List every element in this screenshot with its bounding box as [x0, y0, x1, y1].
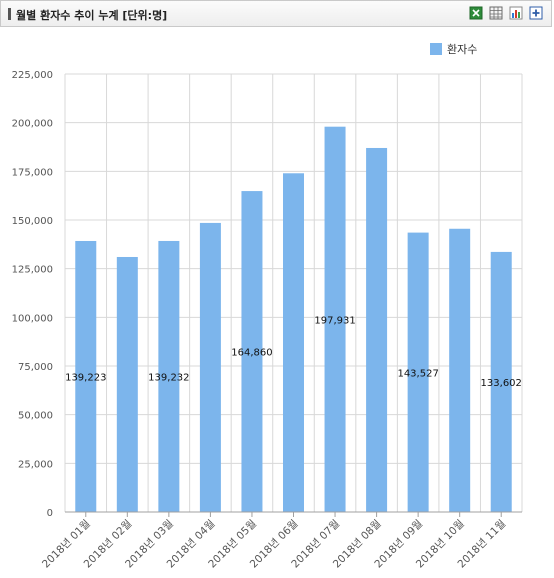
chart-title-bar: 월별 환자수 추이 누계 [단위:명] — [0, 0, 552, 27]
excel-export-icon[interactable] — [469, 6, 483, 20]
y-tick-label: 75,000 — [18, 362, 53, 373]
data-label: 164,860 — [231, 348, 272, 359]
data-label: 139,232 — [148, 372, 189, 383]
chart-title: 월별 환자수 추이 누계 [단위:명] — [16, 9, 168, 22]
bar[interactable] — [116, 256, 138, 512]
data-label: 197,931 — [314, 315, 355, 326]
bar[interactable] — [241, 191, 263, 512]
data-label: 143,527 — [397, 368, 438, 379]
bar[interactable] — [490, 251, 512, 512]
data-label: 139,223 — [65, 372, 106, 383]
chart-toolbar — [469, 6, 543, 20]
y-tick-label: 25,000 — [18, 459, 53, 470]
y-tick-label: 50,000 — [18, 411, 53, 422]
y-tick-label: 150,000 — [12, 216, 53, 227]
bar[interactable] — [449, 228, 471, 512]
bar-chart-icon[interactable] — [509, 6, 523, 20]
bar[interactable] — [324, 126, 346, 512]
bar[interactable] — [75, 240, 97, 512]
bar[interactable] — [283, 173, 304, 512]
y-tick-label: 225,000 — [12, 70, 53, 81]
bar[interactable] — [158, 240, 180, 512]
legend: 환자수 — [430, 43, 477, 56]
y-tick-label: 175,000 — [12, 167, 53, 178]
y-tick-label: 0 — [47, 508, 53, 519]
bars — [75, 126, 512, 513]
y-tick-label: 200,000 — [12, 119, 53, 130]
data-label: 133,602 — [481, 378, 522, 389]
bar[interactable] — [199, 222, 221, 513]
bar[interactable] — [366, 147, 388, 512]
title-marker — [8, 8, 11, 20]
data-labels: 139,223 139,232 164,860 197,931 143,527 133,6… — [65, 315, 522, 389]
expand-icon[interactable] — [529, 6, 543, 20]
y-tick-label: 125,000 — [12, 265, 53, 276]
table-view-icon[interactable] — [489, 6, 503, 20]
legend-label: 환자수 — [447, 43, 477, 56]
y-tick-label: 100,000 — [12, 313, 53, 324]
bar[interactable] — [407, 232, 429, 512]
legend-swatch — [430, 43, 442, 55]
